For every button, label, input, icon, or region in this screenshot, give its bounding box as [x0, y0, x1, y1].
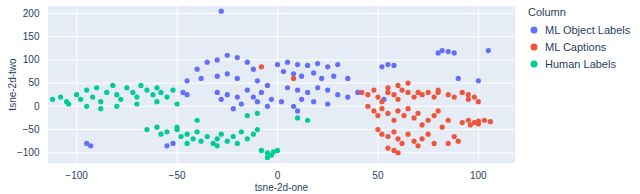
svg-text:−100: −100 [65, 170, 88, 181]
svg-text:150: 150 [23, 31, 40, 42]
svg-text:0: 0 [34, 101, 40, 112]
html-text:Column: Column [528, 6, 566, 18]
svg-text:200: 200 [23, 8, 40, 19]
svg-text:tsne-2d-one: tsne-2d-one [255, 182, 309, 193]
svg-text:−50: −50 [169, 170, 186, 181]
html-text:Human Labels: Human Labels [545, 57, 616, 70]
html-text:ML Captions: ML Captions [545, 40, 607, 53]
svg-text:50: 50 [28, 77, 40, 88]
svg-text:50: 50 [372, 170, 384, 181]
svg-text:−100: −100 [17, 147, 40, 158]
svg-text:100: 100 [470, 170, 487, 181]
svg-text:tsne-2d-two: tsne-2d-two [7, 58, 18, 111]
svg-text:100: 100 [23, 54, 40, 65]
svg-text:−50: −50 [23, 124, 40, 135]
html-text:ML Object Labels: ML Object Labels [545, 23, 631, 36]
svg-text:0: 0 [275, 170, 281, 181]
